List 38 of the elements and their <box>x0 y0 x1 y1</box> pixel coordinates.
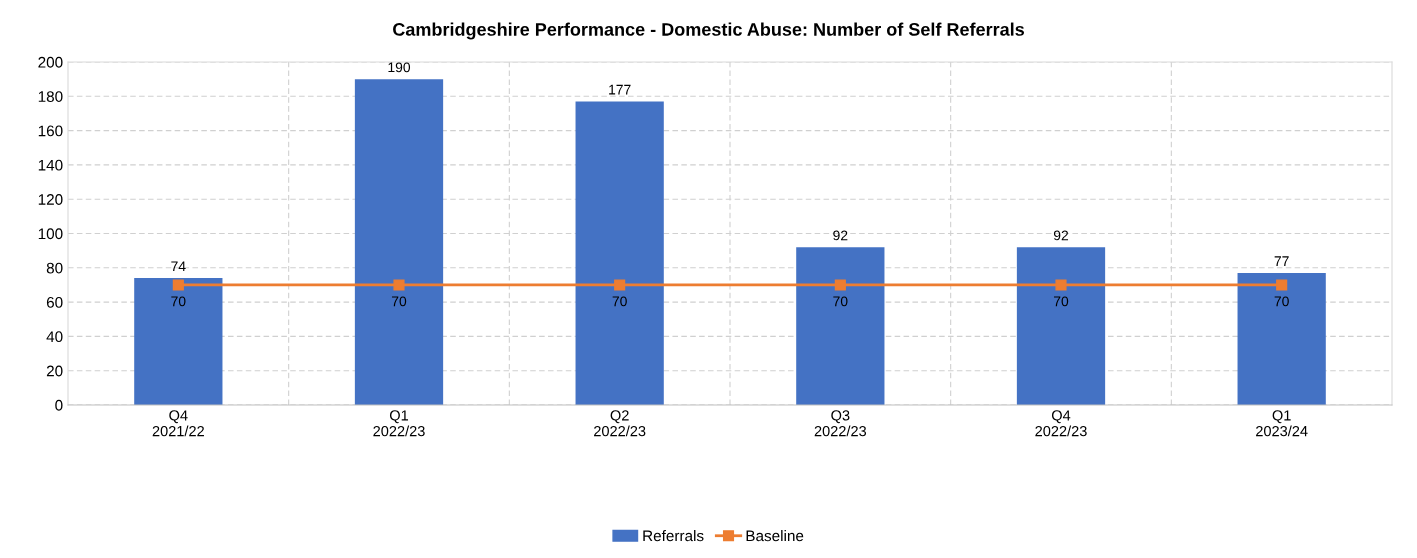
x-tick-label: Q4 2021/22 <box>152 410 204 437</box>
data-label: 70 <box>612 296 627 307</box>
legend-label: Baseline <box>746 530 804 542</box>
x-tick-label: Q4 2022/23 <box>1035 410 1087 437</box>
bar <box>134 278 223 405</box>
y-tick-label: 160 <box>38 125 63 137</box>
data-label: 70 <box>1053 296 1069 307</box>
y-tick-label: 200 <box>38 56 63 68</box>
x-tick-label: Q2 2022/23 <box>594 410 646 437</box>
bar <box>796 247 885 405</box>
data-label: 177 <box>609 84 631 95</box>
data-label: 190 <box>388 62 411 73</box>
bar <box>354 79 444 405</box>
data-label: 70 <box>171 296 186 307</box>
y-tick-label: 100 <box>38 228 63 240</box>
data-label: 70 <box>391 296 407 307</box>
y-tick-label: 80 <box>46 262 63 274</box>
data-label: 70 <box>833 296 848 307</box>
y-tick-label: 0 <box>55 399 63 411</box>
y-tick-label: 180 <box>38 91 63 102</box>
y-tick-label: 40 <box>46 331 63 343</box>
legend-label: Referrals <box>643 530 704 542</box>
bar <box>1016 247 1106 405</box>
x-tick-label: Q1 2022/23 <box>373 410 425 437</box>
chart-title: Cambridgeshire Performance - Domestic Abuse: Number of Self Referrals <box>393 22 1024 40</box>
y-tick-label: 120 <box>38 194 63 205</box>
y-tick-label: 20 <box>46 365 63 377</box>
data-label: 77 <box>1274 256 1289 266</box>
bar <box>1237 272 1326 405</box>
y-tick-label: 60 <box>46 296 63 308</box>
y-tick-label: 140 <box>38 159 63 171</box>
x-tick-label: Q3 2022/23 <box>814 410 867 437</box>
data-label: 74 <box>171 261 186 272</box>
bar <box>575 101 664 405</box>
data-label: 92 <box>1053 230 1069 241</box>
x-tick-label: Q1 2023/24 <box>1256 410 1308 437</box>
data-label: 92 <box>833 230 848 241</box>
data-label: 70 <box>1274 296 1289 307</box>
